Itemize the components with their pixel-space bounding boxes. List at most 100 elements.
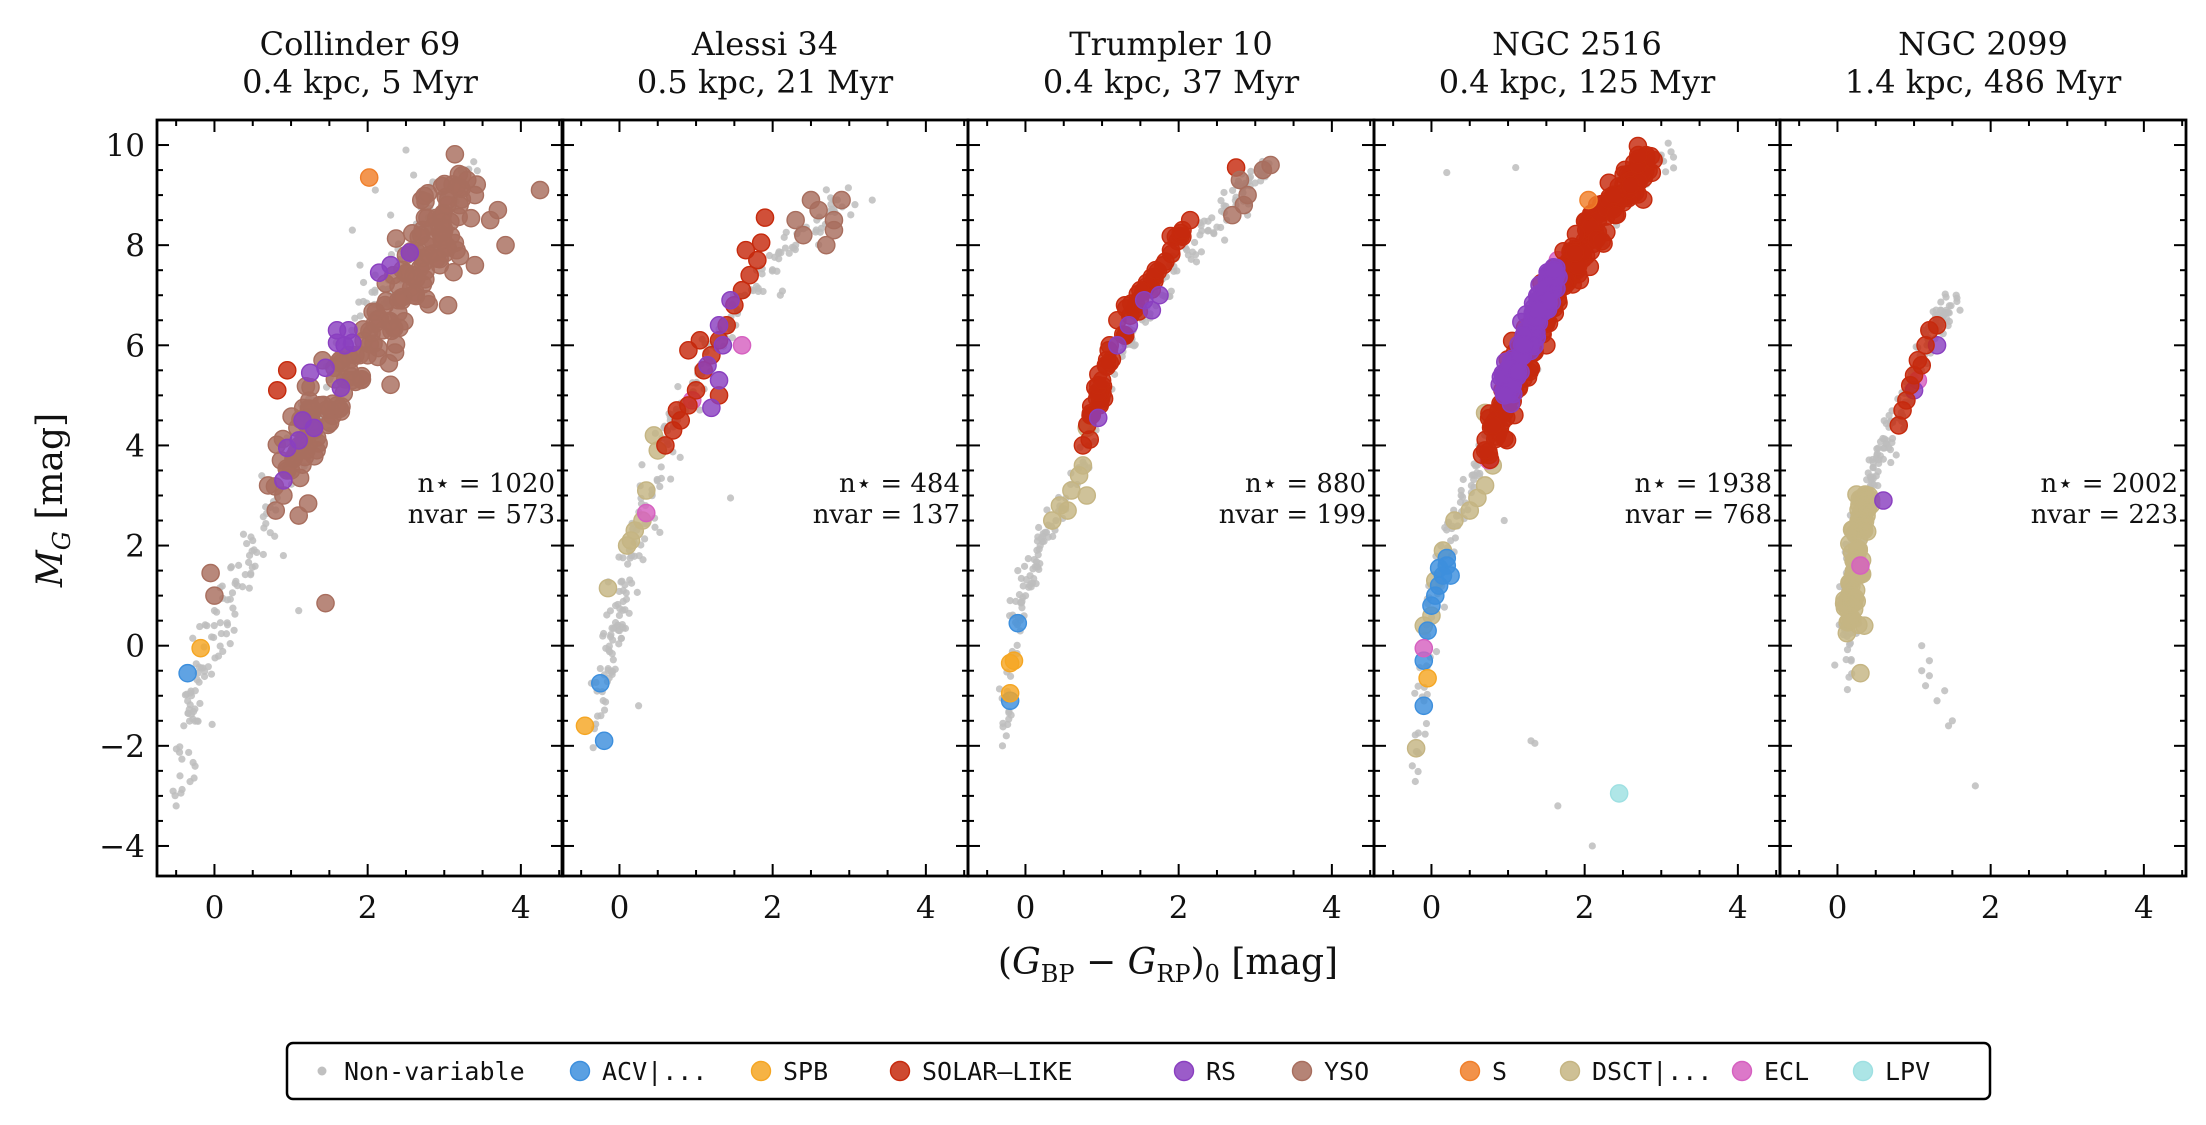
nonvariable-point (1020, 562, 1029, 570)
nonvariable-point (239, 530, 248, 538)
rs-point (1150, 285, 1169, 305)
yso-point (488, 200, 508, 220)
solar-point (686, 381, 706, 400)
nonvariable-point (1183, 246, 1191, 254)
nonvariable-point (1892, 451, 1900, 459)
dsct-point (1475, 476, 1495, 495)
nonvariable-point (351, 314, 359, 322)
y-tick-label: −4 (99, 829, 145, 865)
legend-label: ECL (1764, 1057, 1809, 1086)
solar-point (755, 208, 775, 227)
nonvariable-point (615, 627, 624, 635)
yso-point (395, 311, 414, 331)
x-tick-label: 4 (916, 890, 936, 926)
x-tick-label: 0 (1422, 890, 1442, 926)
rs-point (702, 398, 721, 418)
panel-2: 0 2 4 Alessi 340.5 kpc, 21 Myr n⋆ = 484nvar … (560, 25, 970, 926)
nonvariable-point (1130, 342, 1138, 350)
nonvariable-point (608, 650, 616, 658)
nonvariable-point (726, 494, 735, 502)
solar-point (1092, 371, 1112, 390)
y-axis-label: MG [mag] (30, 413, 76, 588)
yso-point (258, 476, 278, 495)
legend-label: S (1492, 1057, 1507, 1086)
nonvariable-point (1188, 248, 1197, 256)
nonvariable-point (758, 270, 766, 278)
dsct-point (1077, 486, 1097, 505)
nonvariable-point (1041, 528, 1049, 536)
nonvariable-point (1229, 186, 1237, 195)
solar-point (1073, 436, 1093, 455)
solar-point (667, 401, 687, 420)
nonvariable-point (191, 717, 199, 725)
y-tick-label: 2 (125, 529, 145, 565)
rs-point (331, 378, 351, 398)
nonvariable-point (624, 560, 632, 568)
y-tick-label: 0 (125, 629, 145, 665)
solar-point (1644, 150, 1663, 170)
nonvariable-point (1204, 217, 1212, 225)
nonvariable-point (1863, 476, 1871, 484)
rs-point (1142, 300, 1162, 320)
nonvariable-point (230, 626, 238, 634)
points (1831, 290, 1979, 790)
nonvariable-point (615, 640, 623, 648)
acv-point (1441, 566, 1460, 585)
n-var-annotation: nvar = 223 (2031, 500, 2178, 530)
nonvariable-point (1588, 842, 1596, 850)
nonvariable-point (1872, 472, 1880, 480)
s-point (359, 168, 379, 187)
nonvariable-point (1141, 318, 1150, 326)
nonvariable-point (633, 588, 641, 596)
panel-3: 0 2 4 Trumpler 100.4 kpc, 37 Myr n⋆ = 880nva… (966, 25, 1376, 926)
legend: Non-variable ACV|... SPB SOLAR–LIKE RS YSO S DS… (285, 1041, 1992, 1101)
nonvariable-point (1197, 248, 1206, 256)
nonvariable-point (219, 647, 227, 656)
nonvariable-point (1971, 782, 1979, 790)
nonvariable-point (1843, 686, 1852, 694)
legend-item-solar: SOLAR–LIKE (889, 1057, 1073, 1086)
rs-point (327, 320, 347, 340)
yso-point (389, 290, 408, 310)
rs-point (1119, 315, 1139, 335)
nonvariable-point (667, 475, 675, 483)
nonvariable-point (1033, 546, 1041, 554)
ticks (1374, 120, 1780, 876)
panel-title: Collinder 69 (260, 25, 461, 63)
axes-frame (1778, 118, 2188, 878)
nonvariable-point (1411, 777, 1419, 786)
n-var-annotation: nvar = 199 (1219, 500, 1366, 530)
panel-subtitle: 0.5 kpc, 21 Myr (637, 63, 894, 101)
acv-point (1008, 613, 1028, 633)
ecl-point (636, 503, 656, 523)
nonvariable-point (596, 664, 604, 673)
nonvariable-point (245, 558, 253, 566)
legend-item-dsct: DSCT|... (1559, 1057, 1712, 1086)
nonvariable-point (201, 667, 209, 676)
legend-item-rs: RS (1173, 1057, 1236, 1086)
ecl-point (1414, 638, 1434, 658)
yso-point (434, 220, 454, 240)
nonvariable-point (1937, 306, 1945, 314)
nonvariable-point (1880, 417, 1888, 425)
nonvariable-point (208, 720, 216, 728)
nonvariable-point (1167, 287, 1175, 295)
nonvariable-point (1220, 202, 1228, 210)
nonvariable-point (1447, 537, 1455, 545)
nonvariable-point (868, 196, 876, 204)
yso-point (438, 295, 458, 315)
solar-point (1475, 441, 1495, 460)
nonvariable-point (191, 762, 199, 770)
nonvariable-point (402, 146, 410, 154)
nonvariable-point (1411, 689, 1419, 697)
legend-item-lpv: LPV (1852, 1057, 1930, 1086)
rs-point (709, 315, 729, 335)
yso-point (316, 593, 335, 613)
rs-point (304, 418, 324, 438)
nonvariable-point (1408, 762, 1416, 770)
rs-point (316, 358, 335, 378)
nonvariable-point (851, 201, 859, 209)
nonvariable-point (1865, 456, 1873, 464)
solar-point (267, 381, 287, 400)
x-tick-label: 4 (511, 890, 531, 926)
